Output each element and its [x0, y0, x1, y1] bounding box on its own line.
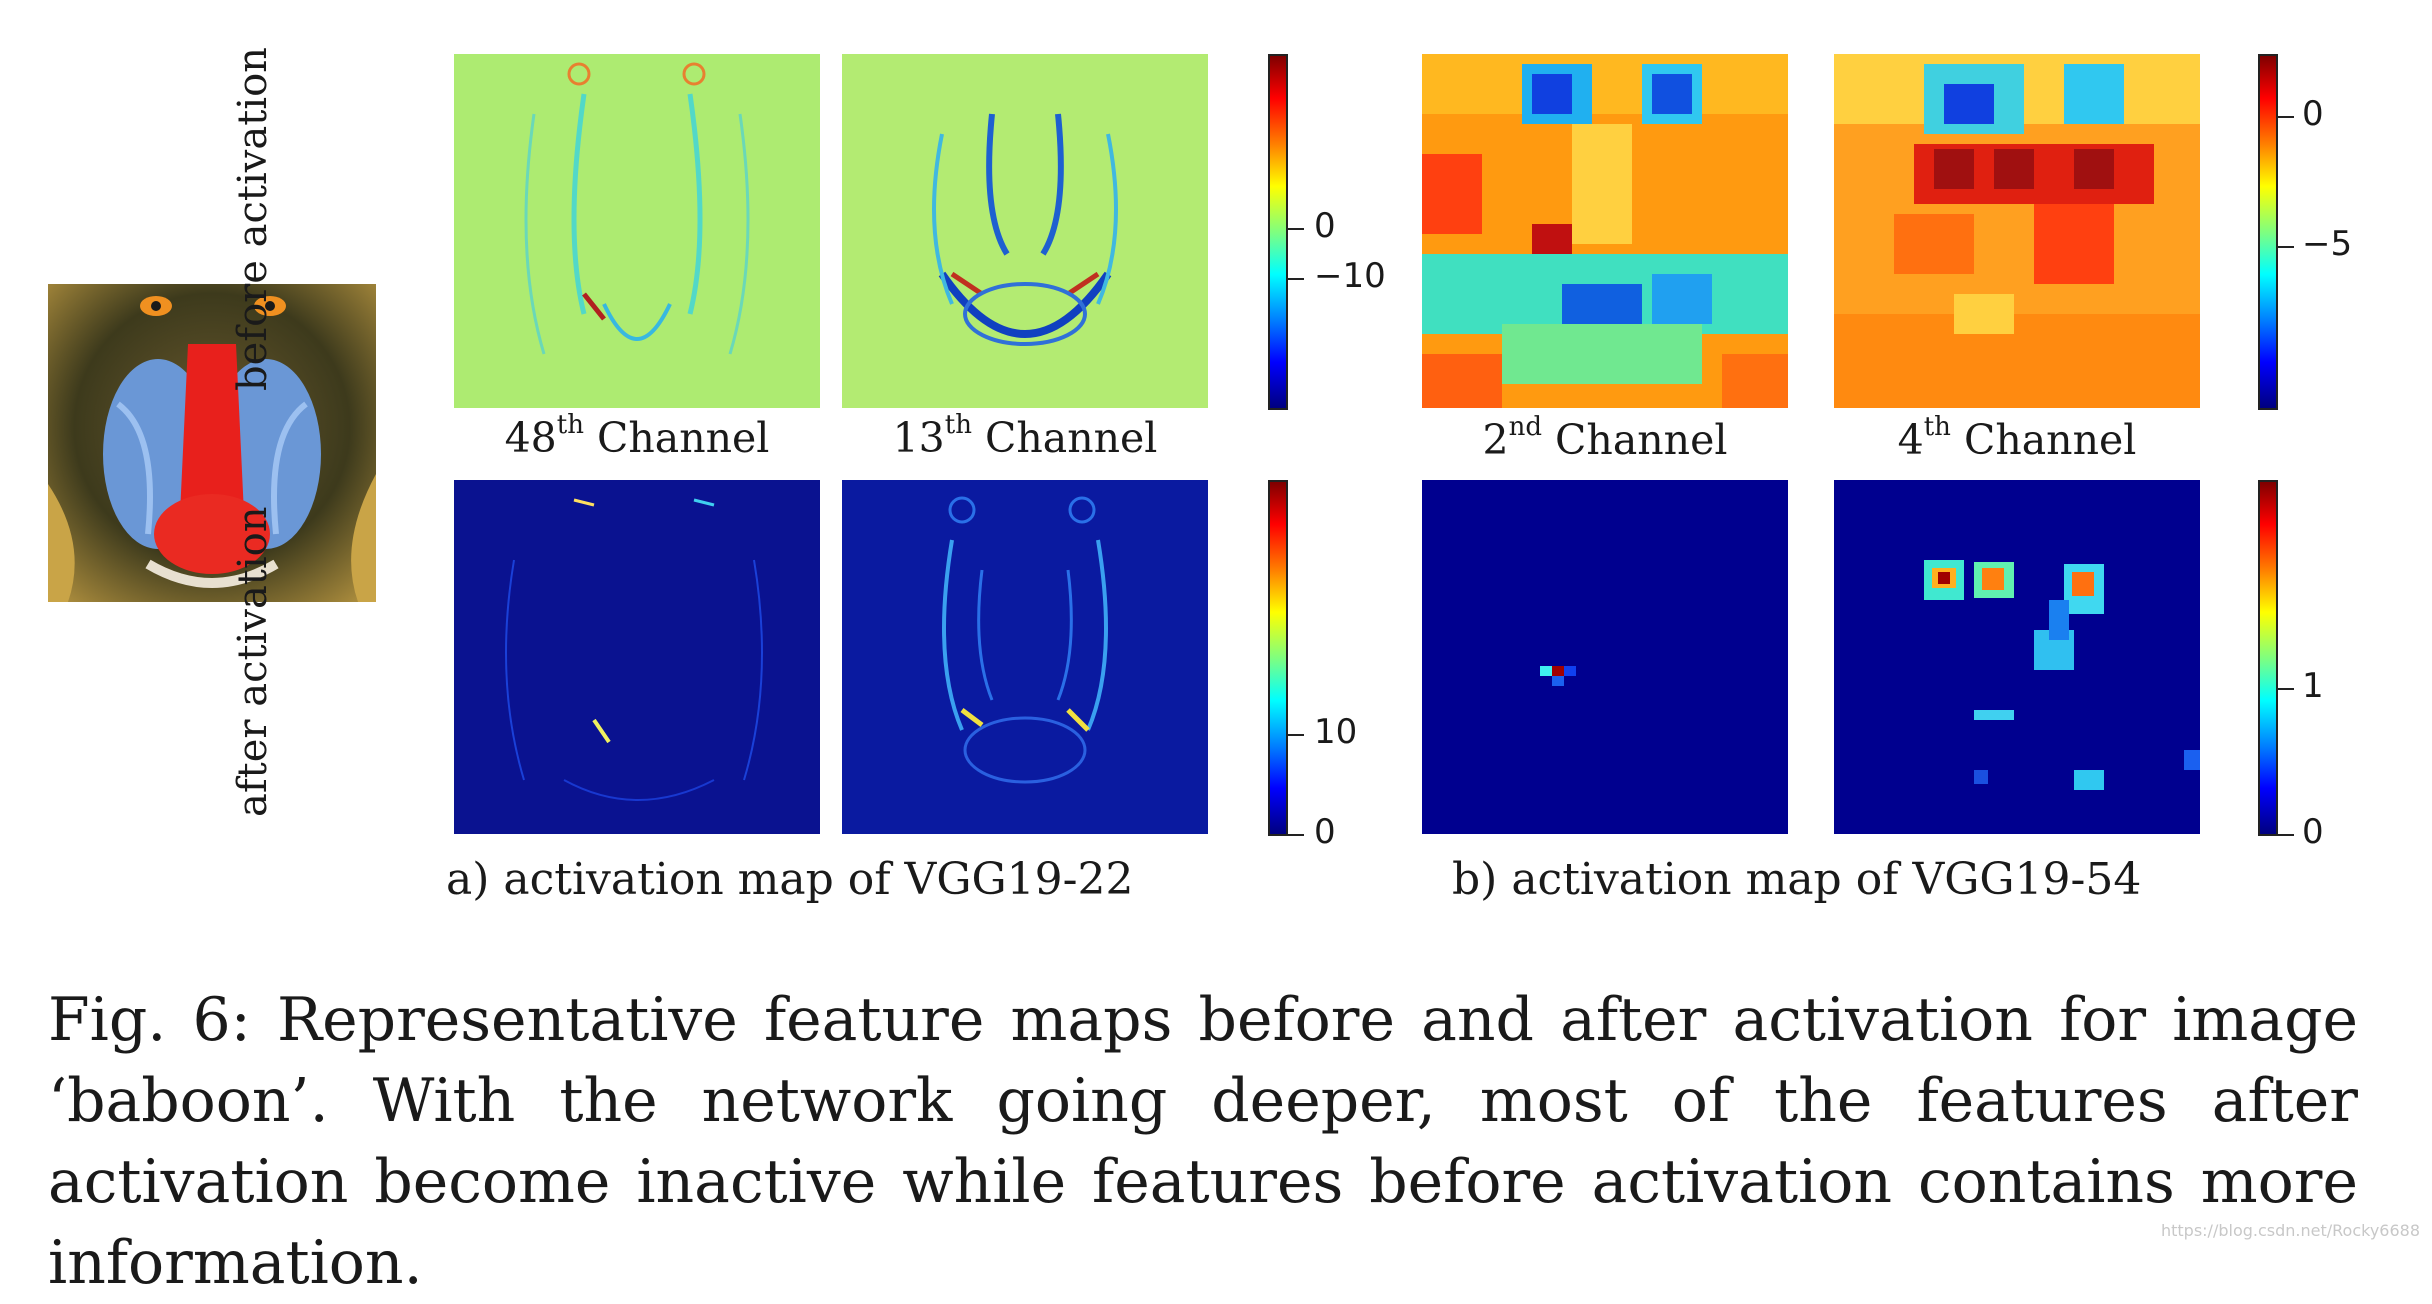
colorbar-b-bottom-tick [2278, 688, 2294, 690]
subcaption-a: a) activation map of VGG19-22 [446, 854, 1134, 905]
colorbar-a-top [1268, 54, 1288, 410]
heatmap-b-2nd-before [1422, 54, 1788, 408]
row-label-after-activation: after activation [230, 506, 276, 817]
colorbar-a-bottom-tick [1288, 734, 1304, 736]
colorbar-a-top-tick [1288, 278, 1304, 280]
heatmap-a-13th-after [842, 480, 1208, 834]
subcaption-b: b) activation map of VGG19-54 [1452, 854, 2142, 905]
colorbar-b-bottom-tick-label: 1 [2302, 666, 2324, 706]
colorbar-b-top-tick-label: 0 [2302, 94, 2324, 134]
colorbar-b-top-tick-label: −5 [2302, 224, 2353, 264]
heatmap-a-48th-before [454, 54, 820, 408]
heatmap-b-2nd-after [1422, 480, 1788, 834]
colorbar-b-top-tick [2278, 246, 2294, 248]
channel-label-13th: 13th Channel [892, 410, 1158, 462]
colorbar-b-bottom-tick-label: 0 [2302, 812, 2324, 852]
heatmap-b-4th-before [1834, 54, 2200, 408]
channel-label-48th: 48th Channel [504, 410, 770, 462]
figure-caption: Fig. 6: Representative feature maps befo… [48, 985, 2358, 1298]
colorbar-b-bottom [2258, 480, 2278, 836]
colorbar-a-top-tick-label: 0 [1314, 206, 1336, 246]
colorbar-b-bottom-tick [2278, 834, 2294, 836]
channel-label-2nd: 2nd Channel [1482, 412, 1728, 464]
row-label-before-activation: before activation [230, 47, 276, 391]
channel-label-4th: 4th Channel [1897, 412, 2137, 464]
colorbar-a-top-tick [1288, 228, 1304, 230]
colorbar-a-bottom-tick-label: 10 [1314, 712, 1358, 752]
heatmap-a-48th-after [454, 480, 820, 834]
heatmap-a-13th-before [842, 54, 1208, 408]
baboon-input-image [48, 284, 376, 602]
colorbar-a-bottom-tick-label: 0 [1314, 812, 1336, 852]
colorbar-a-bottom-tick [1288, 834, 1304, 836]
colorbar-a-bottom [1268, 480, 1288, 836]
colorbar-a-top-tick-label: −10 [1314, 256, 1386, 296]
heatmap-b-4th-after [1834, 480, 2200, 834]
colorbar-b-top-tick [2278, 116, 2294, 118]
colorbar-b-top [2258, 54, 2278, 410]
watermark: https://blog.csdn.net/Rocky6688 [2160, 1221, 2420, 1240]
